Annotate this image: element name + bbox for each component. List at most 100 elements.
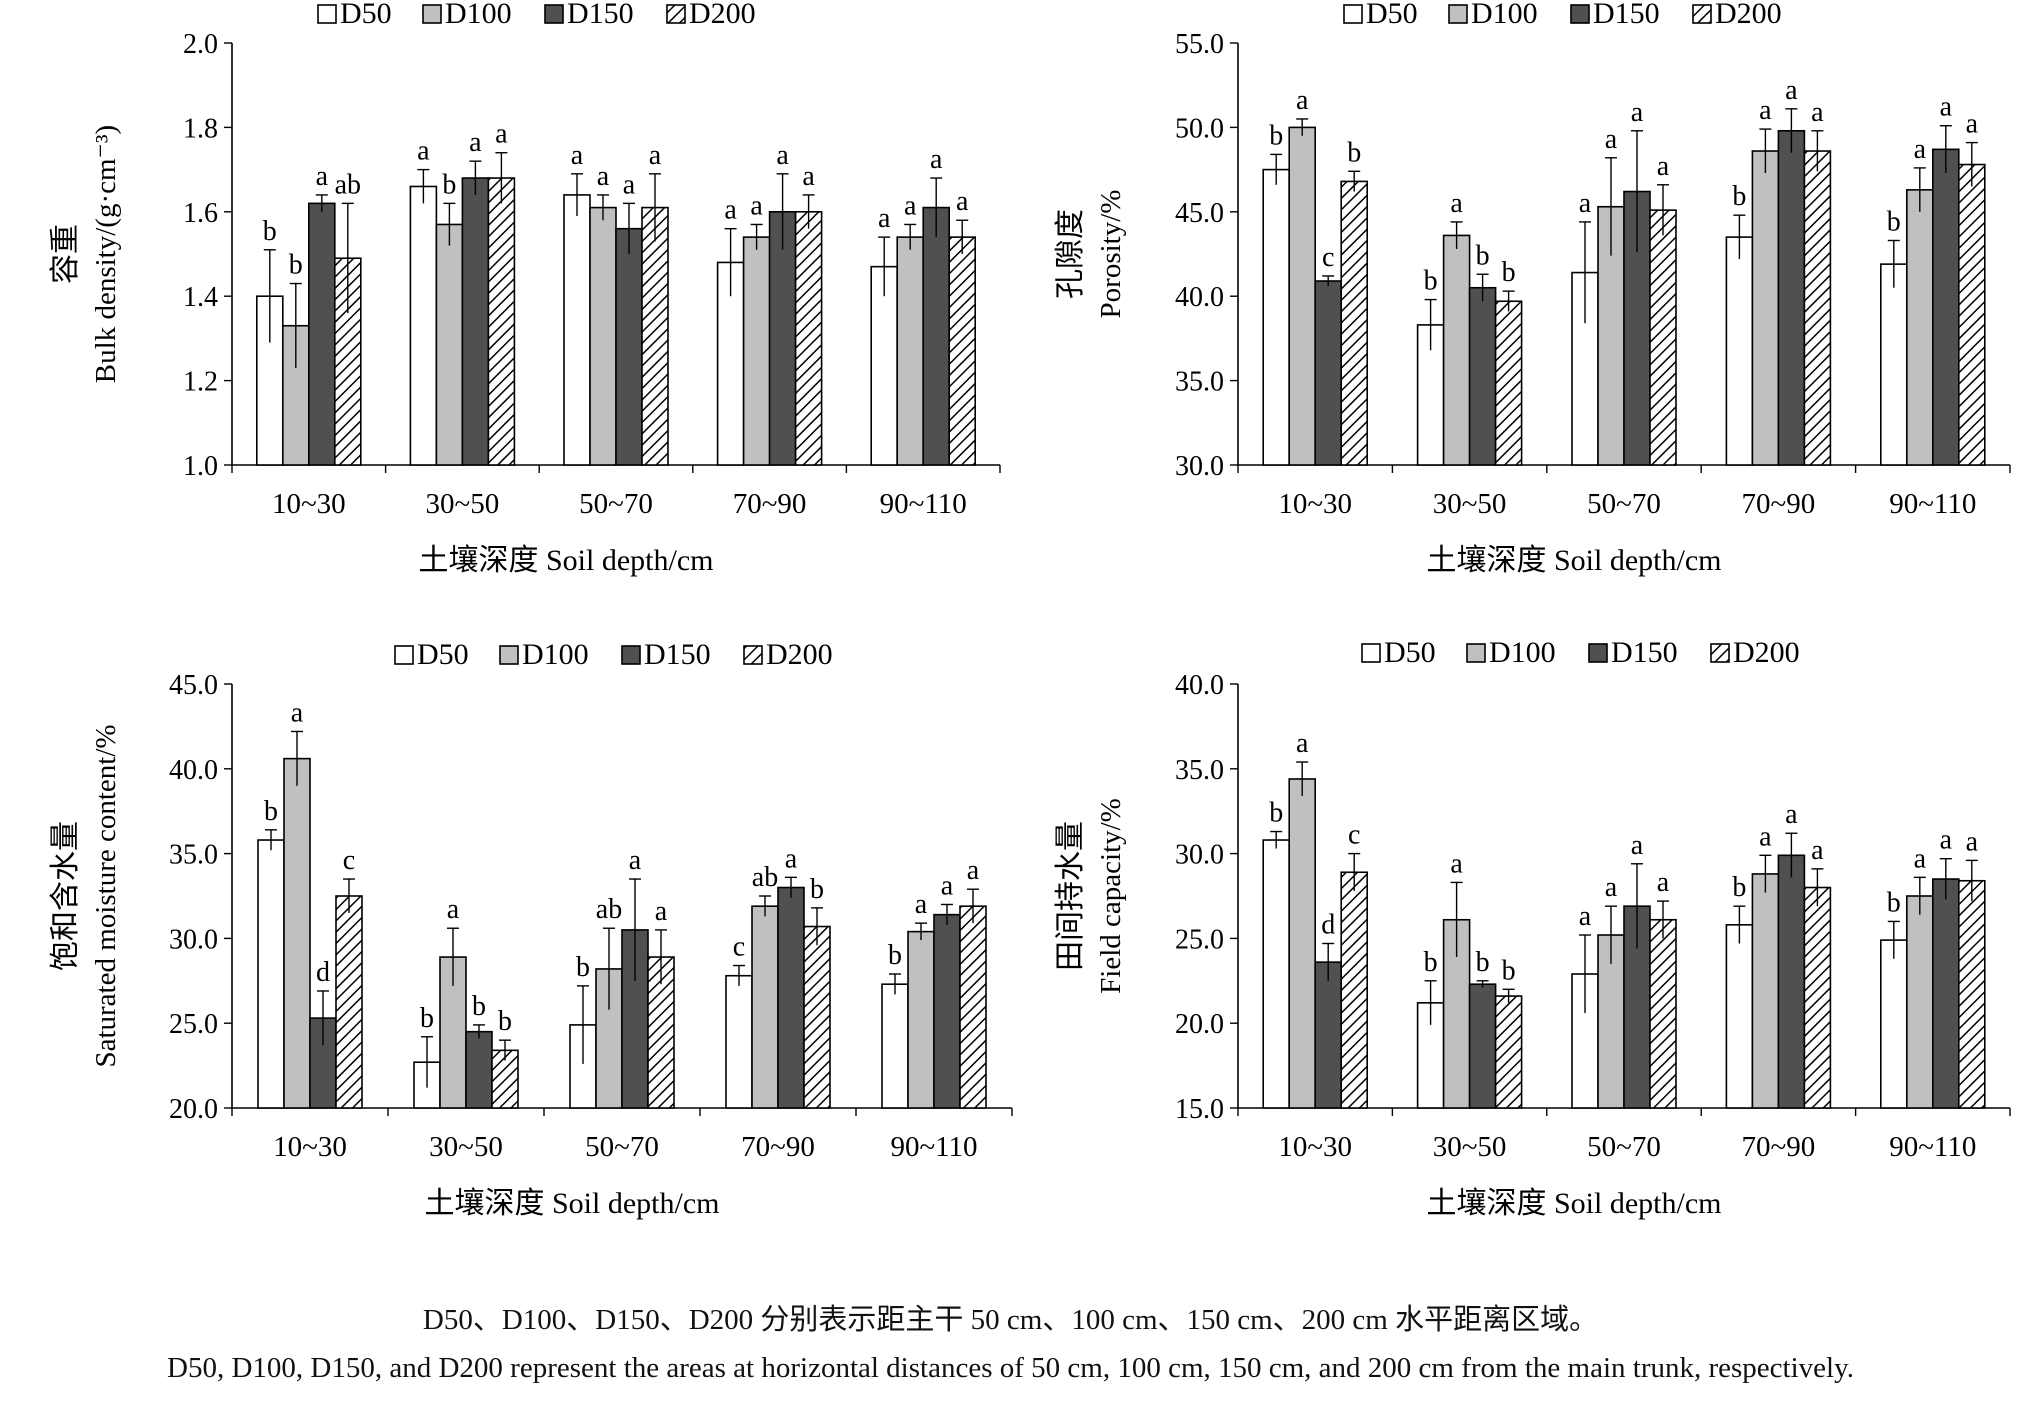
legend-label: D100 [445,0,512,30]
significance-label: a [469,127,482,158]
significance-label: b [1732,181,1746,212]
legend-label: D50 [340,0,392,30]
y-tick-label: 45.0 [169,670,218,701]
bar [1442,234,1471,466]
x-tick-label: 30~50 [426,488,500,520]
legend-swatch [317,4,337,24]
significance-label: b [1269,798,1283,829]
bar [933,913,961,1109]
legend-swatch [666,4,686,24]
bar [335,895,363,1109]
significance-label: a [495,119,508,150]
significance-label: a [1940,92,1953,123]
significance-label: a [1296,728,1309,759]
chart-field-capacity: 15.0 20.0 25.0 30.0 35.0 40.0 10~30 30~50 50~70 7… [1054,636,2011,1220]
significance-label: a [571,140,584,171]
bar [1777,129,1806,466]
y-tick-label: 1.0 [183,451,218,482]
significance-label: a [1657,151,1670,182]
significance-label: d [1321,909,1335,940]
bar [1649,209,1677,466]
significance-label: a [785,843,798,874]
significance-label: a [915,889,928,920]
bar [1751,150,1780,466]
bar [768,211,797,466]
x-axis-label: 土壤深度 Soil depth/cm [425,1187,720,1220]
x-tick-label: 70~90 [733,488,807,520]
bar [1803,886,1832,1109]
significance-label: b [1424,947,1438,978]
bar [1649,918,1677,1109]
significance-label: a [1914,134,1927,165]
y-tick-label: 20.0 [169,1094,218,1125]
significance-label: c [1348,820,1360,851]
significance-label: a [291,697,304,728]
legend-label: D50 [1384,636,1436,669]
bar [1494,300,1523,466]
legend-label: D200 [1715,0,1782,30]
bar [1314,961,1342,1109]
x-tick-label: 70~90 [741,1131,815,1163]
legend-swatch [1570,4,1590,24]
bar [1725,924,1754,1109]
significance-label: b [472,991,486,1022]
bar [959,905,987,1109]
significance-label: a [1811,835,1824,866]
significance-label: b [576,952,590,983]
x-tick-label: 90~110 [890,1131,977,1163]
x-tick-label: 10~30 [1278,488,1352,520]
bar [1262,168,1290,466]
legend-swatch [621,645,641,665]
significance-label: a [655,896,668,927]
significance-label: b [420,1003,434,1034]
bar [922,206,951,466]
significance-label: b [264,796,278,827]
significance-label: b [1476,947,1490,978]
significance-label: a [1785,799,1798,830]
legend-label: D200 [1733,636,1800,669]
legend-swatch [394,645,414,665]
bar [1906,895,1934,1109]
y-tick-label: 40.0 [169,755,218,786]
bar [615,227,643,466]
bar [435,223,464,466]
significance-label: c [733,932,745,963]
legend-label: D50 [1366,0,1418,30]
bar [1340,180,1368,466]
legend-swatch [499,645,519,665]
significance-label: b [498,1006,512,1037]
y-tick-label: 45.0 [1175,198,1224,229]
bar [409,185,438,466]
bar [777,886,805,1109]
figure-caption-en: D50, D100, D150, and D200 represent the … [167,1352,1854,1384]
significance-label: a [930,144,943,175]
chart-saturated-moisture: 20.0 25.0 30.0 35.0 40.0 45.0 10~30 30~50 50~70 7… [49,638,1013,1220]
significance-label: a [1296,85,1309,116]
bar [1288,778,1316,1109]
significance-label: a [1631,830,1644,861]
x-tick-label: 10~30 [273,1131,347,1163]
significance-label: a [776,140,789,171]
y-axis-label-zh: 田间持水量 [1054,821,1087,971]
x-tick-label: 90~110 [1889,488,1976,520]
significance-label: a [1579,901,1592,932]
legend-swatch [1588,643,1608,663]
bar [794,211,823,466]
significance-label: a [1579,188,1592,219]
legend-swatch [1448,4,1468,24]
bar [948,236,977,466]
significance-label: a [878,203,891,234]
figure: 1.0 1.2 1.4 1.6 1.8 2.0 10~30 30~50 50~70 70~90 90… [49,0,2011,1220]
bar [1751,873,1780,1109]
y-tick-label: 35.0 [169,840,218,871]
bar [1262,839,1290,1109]
y-tick-label: 40.0 [1175,670,1224,701]
legend-label: D150 [1611,636,1678,669]
legend-swatch [1361,643,1381,663]
significance-label: a [417,136,430,167]
significance-label: b [810,874,824,905]
y-tick-label: 1.4 [183,282,218,313]
bar [803,925,831,1109]
y-tick-label: 50.0 [1175,113,1224,144]
significance-label: b [1424,266,1438,297]
